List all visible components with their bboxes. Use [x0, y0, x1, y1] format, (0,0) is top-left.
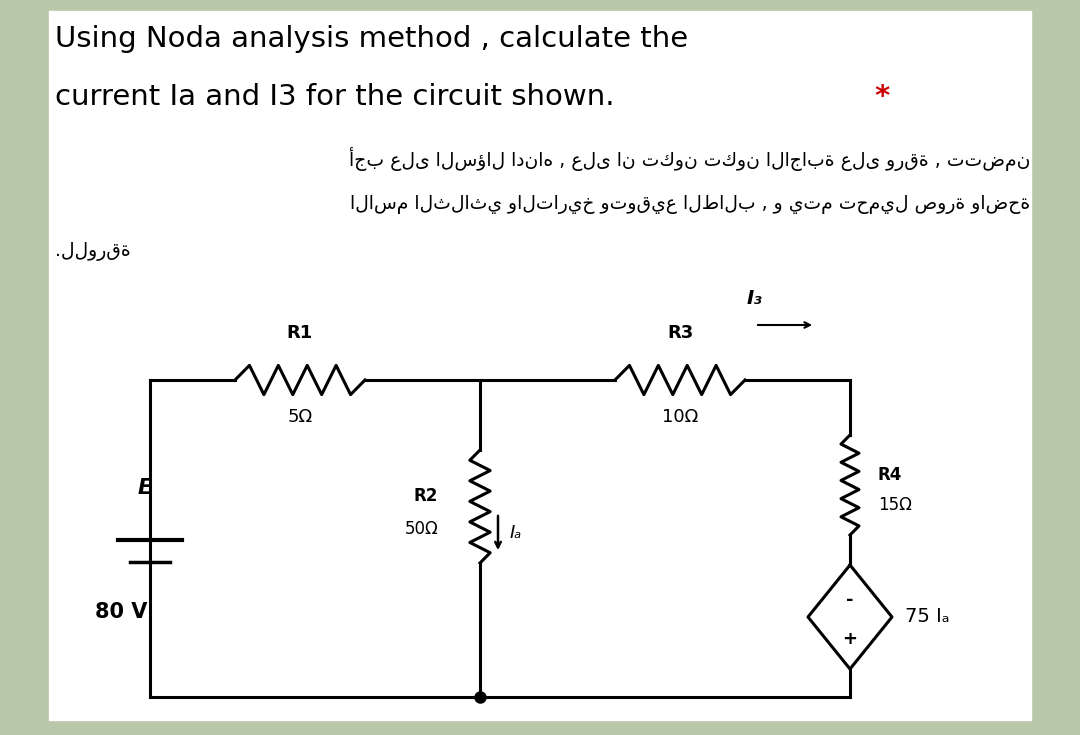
Text: R2: R2	[414, 487, 438, 506]
Text: أجب على السؤال ادناه , على ان تكون تكون الاجابة على ورقة , تتضمن: أجب على السؤال ادناه , على ان تكون تكون …	[349, 147, 1030, 171]
Text: R1: R1	[287, 324, 313, 342]
Text: R4: R4	[878, 466, 903, 484]
Text: 10Ω: 10Ω	[662, 408, 698, 426]
Text: +: +	[842, 630, 858, 648]
Text: -: -	[847, 591, 854, 609]
Text: .للورقة: .للورقة	[55, 242, 131, 261]
Text: 50Ω: 50Ω	[404, 520, 438, 537]
Text: E: E	[138, 478, 152, 498]
Text: الاسم الثلاثي والتاريخ وتوقيع الطالب , و يتم تحميل صورة واضحة: الاسم الثلاثي والتاريخ وتوقيع الطالب , و…	[350, 195, 1030, 214]
Text: 75 Iₐ: 75 Iₐ	[905, 608, 949, 626]
Text: R3: R3	[666, 324, 693, 342]
Text: *: *	[865, 83, 890, 111]
Text: Iₐ: Iₐ	[510, 524, 523, 542]
Text: 15Ω: 15Ω	[878, 496, 912, 514]
Text: 80 V: 80 V	[95, 602, 147, 622]
Text: 5Ω: 5Ω	[287, 408, 312, 426]
Text: I₃: I₃	[747, 289, 762, 308]
Text: Using Noda analysis method , calculate the: Using Noda analysis method , calculate t…	[55, 25, 688, 53]
Text: current Ia and I3 for the circuit shown.: current Ia and I3 for the circuit shown.	[55, 83, 615, 111]
